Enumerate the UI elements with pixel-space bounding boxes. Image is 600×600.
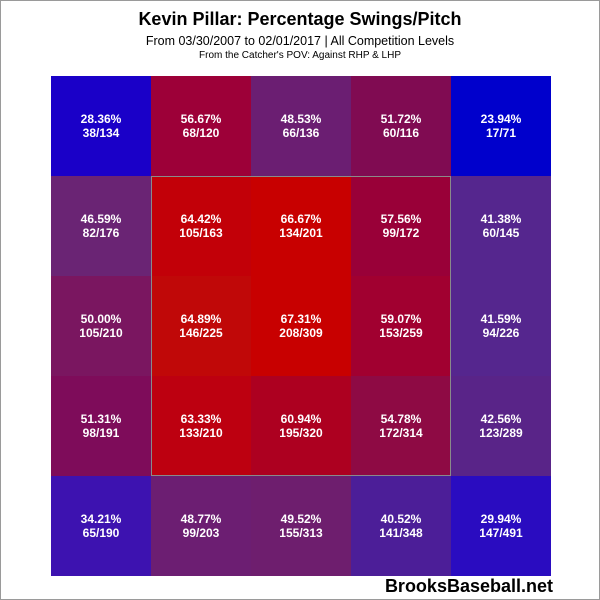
zone-cell-count: 195/320 bbox=[279, 426, 323, 440]
chart-title: Kevin Pillar: Percentage Swings/Pitch bbox=[138, 9, 462, 29]
zone-cell: 28.36% 38/134 bbox=[51, 76, 151, 176]
zone-cell: 51.31% 98/191 bbox=[51, 376, 151, 476]
zone-cell: 64.89% 146/225 bbox=[151, 276, 251, 376]
zone-cell-count: 147/491 bbox=[479, 526, 523, 540]
zone-cell-percentage: 66.67% bbox=[280, 212, 322, 226]
zone-cell: 40.52% 141/348 bbox=[351, 476, 451, 576]
zone-cell-percentage: 57.56% bbox=[380, 212, 422, 226]
brooksbaseball-watermark: BrooksBaseball.net bbox=[384, 576, 553, 596]
zone-cell-count: 105/163 bbox=[179, 226, 223, 240]
zone-cell: 64.42% 105/163 bbox=[151, 176, 251, 276]
zone-cell-count: 155/313 bbox=[279, 526, 323, 540]
zone-cell: 23.94% 17/71 bbox=[451, 76, 551, 176]
zone-cell-percentage: 28.36% bbox=[80, 112, 122, 126]
zone-cell: 67.31% 208/309 bbox=[251, 276, 351, 376]
zone-cell: 54.78% 172/314 bbox=[351, 376, 451, 476]
zone-cell-percentage: 50.00% bbox=[80, 312, 122, 326]
zone-cell-percentage: 49.52% bbox=[280, 512, 322, 526]
zone-cell-count: 141/348 bbox=[379, 526, 423, 540]
zone-cell-count: 153/259 bbox=[379, 326, 423, 340]
zone-cell-percentage: 23.94% bbox=[480, 112, 522, 126]
zone-cell-percentage: 67.31% bbox=[280, 312, 322, 326]
zone-cell-percentage: 60.94% bbox=[280, 412, 322, 426]
zone-cell-count: 99/203 bbox=[182, 526, 220, 540]
zone-cell-percentage: 46.59% bbox=[80, 212, 122, 226]
zone-cell: 59.07% 153/259 bbox=[351, 276, 451, 376]
zone-cell-count: 17/71 bbox=[485, 126, 517, 140]
zone-cell: 46.59% 82/176 bbox=[51, 176, 151, 276]
zone-cell-percentage: 29.94% bbox=[480, 512, 522, 526]
zone-cell: 41.38% 60/145 bbox=[451, 176, 551, 276]
zone-cell-count: 98/191 bbox=[82, 426, 120, 440]
zone-cell-percentage: 64.89% bbox=[180, 312, 222, 326]
zone-cell: 42.56% 123/289 bbox=[451, 376, 551, 476]
zone-cell-percentage: 42.56% bbox=[480, 412, 522, 426]
chart-subtitle: From 03/30/2007 to 02/01/2017 | All Comp… bbox=[145, 34, 455, 48]
zone-cell: 50.00% 105/210 bbox=[51, 276, 151, 376]
zone-cell-percentage: 64.42% bbox=[180, 212, 222, 226]
zone-cell: 48.53% 66/136 bbox=[251, 76, 351, 176]
zone-cell-count: 208/309 bbox=[279, 326, 323, 340]
zone-cell-percentage: 56.67% bbox=[180, 112, 222, 126]
zone-cell: 56.67% 68/120 bbox=[151, 76, 251, 176]
zone-cell-percentage: 40.52% bbox=[380, 512, 422, 526]
zone-cell-percentage: 54.78% bbox=[380, 412, 422, 426]
zone-cell-percentage: 51.31% bbox=[80, 412, 122, 426]
zone-cell: 41.59% 94/226 bbox=[451, 276, 551, 376]
zone-cell-count: 60/116 bbox=[382, 126, 420, 140]
zone-cell-percentage: 41.59% bbox=[480, 312, 522, 326]
zone-cell-percentage: 41.38% bbox=[480, 212, 522, 226]
zone-cell: 49.52% 155/313 bbox=[251, 476, 351, 576]
zone-cell-count: 123/289 bbox=[479, 426, 523, 440]
zone-cell: 29.94% 147/491 bbox=[451, 476, 551, 576]
zone-cell: 63.33% 133/210 bbox=[151, 376, 251, 476]
zone-cell: 48.77% 99/203 bbox=[151, 476, 251, 576]
zone-cell: 57.56% 99/172 bbox=[351, 176, 451, 276]
zone-cell: 60.94% 195/320 bbox=[251, 376, 351, 476]
zone-cell-count: 65/190 bbox=[82, 526, 120, 540]
chart-pov-note: From the Catcher's POV: Against RHP & LH… bbox=[199, 50, 401, 61]
zone-cell-count: 172/314 bbox=[379, 426, 423, 440]
zone-cell-count: 146/225 bbox=[179, 326, 223, 340]
zone-cell-percentage: 48.53% bbox=[280, 112, 322, 126]
zone-cell-percentage: 48.77% bbox=[180, 512, 222, 526]
zone-cell-count: 66/136 bbox=[282, 126, 320, 140]
zone-cell-count: 68/120 bbox=[182, 126, 220, 140]
zone-cell-count: 99/172 bbox=[382, 226, 420, 240]
zone-cell: 66.67% 134/201 bbox=[251, 176, 351, 276]
zone-cell-percentage: 51.72% bbox=[380, 112, 422, 126]
zone-cell-count: 94/226 bbox=[482, 326, 520, 340]
zone-cell-percentage: 34.21% bbox=[80, 512, 122, 526]
zone-cell-count: 133/210 bbox=[179, 426, 223, 440]
zone-cell-count: 38/134 bbox=[82, 126, 120, 140]
zone-cell-count: 105/210 bbox=[79, 326, 123, 340]
zone-cell: 51.72% 60/116 bbox=[351, 76, 451, 176]
zone-cell-percentage: 59.07% bbox=[380, 312, 422, 326]
zone-cell-count: 82/176 bbox=[82, 226, 120, 240]
zone-cell-percentage: 63.33% bbox=[180, 412, 222, 426]
zone-cell-count: 134/201 bbox=[279, 226, 323, 240]
zone-cell: 34.21% 65/190 bbox=[51, 476, 151, 576]
zone-cell-count: 60/145 bbox=[482, 226, 520, 240]
